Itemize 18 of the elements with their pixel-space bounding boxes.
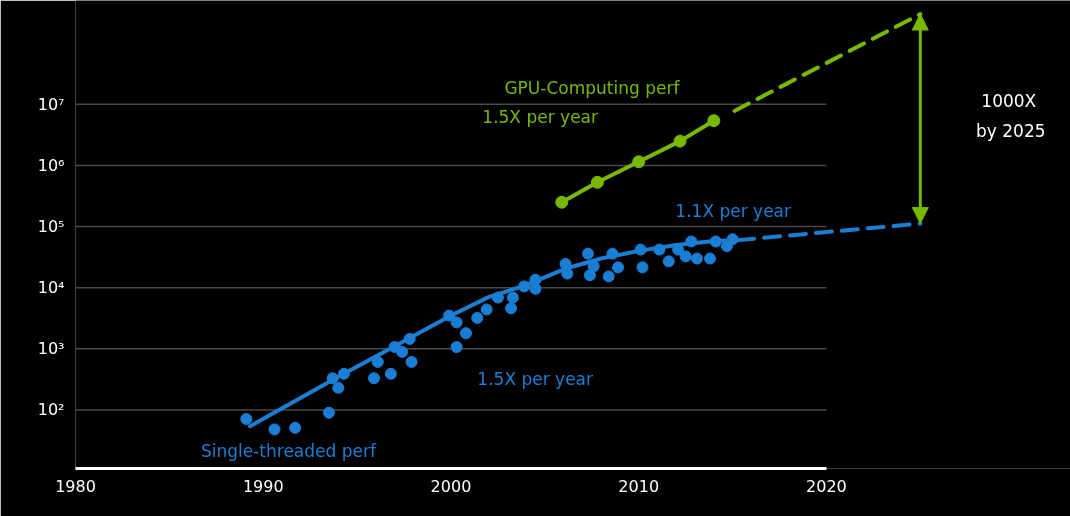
annotation: 1.1X per year xyxy=(675,200,792,221)
y-tick-label: 10² xyxy=(37,400,65,420)
x-tick-label: 2020 xyxy=(806,476,847,496)
x-tick-label: 2000 xyxy=(430,476,472,496)
x-tick-label: 1990 xyxy=(242,476,284,496)
y-tick-label: 10⁵ xyxy=(37,217,65,237)
y-tick-label: 10⁴ xyxy=(37,278,65,298)
y-tick-label: 10³ xyxy=(37,339,65,359)
annotation: 1000X xyxy=(981,90,1037,111)
x-tick-label: 1980 xyxy=(55,476,96,496)
y-tick-label: 10⁷ xyxy=(37,94,65,114)
y-tick-label: 10⁶ xyxy=(37,155,65,175)
annotation: 1.5X per year xyxy=(482,106,598,127)
x-tick-label: 2010 xyxy=(618,476,660,496)
annotation: by 2025 xyxy=(976,120,1046,141)
text: GPU-Computing perf xyxy=(504,78,681,99)
annotation: 1.5X per year xyxy=(477,368,594,389)
series-label: Single-threaded perf xyxy=(200,440,377,461)
